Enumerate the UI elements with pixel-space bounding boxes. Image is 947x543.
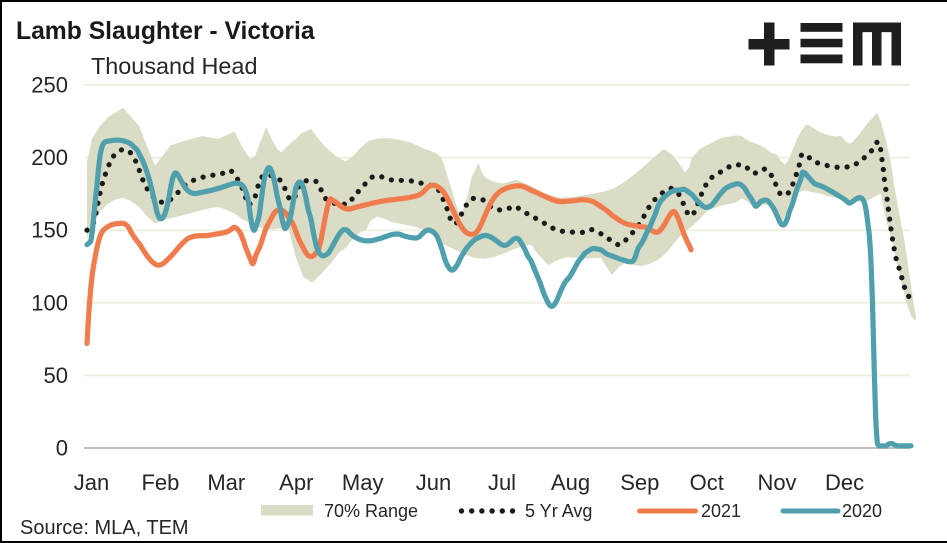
svg-text:Jul: Jul <box>488 470 516 495</box>
svg-text:Apr: Apr <box>279 470 313 495</box>
svg-text:Nov: Nov <box>757 470 796 495</box>
svg-text:Oct: Oct <box>690 470 724 495</box>
svg-text:Sep: Sep <box>620 470 659 495</box>
svg-text:Lamb Slaughter - Victoria: Lamb Slaughter - Victoria <box>16 18 315 45</box>
svg-text:May: May <box>342 470 384 495</box>
svg-text:Dec: Dec <box>825 470 864 495</box>
svg-text:2020: 2020 <box>842 501 882 521</box>
svg-text:Thousand Head: Thousand Head <box>91 53 257 79</box>
svg-text:Aug: Aug <box>551 470 590 495</box>
svg-text:5 Yr Avg: 5 Yr Avg <box>525 501 592 521</box>
svg-text:Jan: Jan <box>74 470 109 495</box>
svg-text:Jun: Jun <box>416 470 451 495</box>
svg-text:50: 50 <box>44 363 68 388</box>
svg-text:Feb: Feb <box>141 470 179 495</box>
svg-text:Mar: Mar <box>207 470 245 495</box>
svg-text:250: 250 <box>31 73 68 98</box>
svg-text:0: 0 <box>56 436 68 461</box>
svg-text:200: 200 <box>31 145 68 170</box>
svg-text:70% Range: 70% Range <box>324 501 418 521</box>
svg-text:150: 150 <box>31 218 68 243</box>
svg-text:2021: 2021 <box>701 501 741 521</box>
svg-text:100: 100 <box>31 290 68 315</box>
svg-text:Source: MLA, TEM: Source: MLA, TEM <box>20 517 189 539</box>
